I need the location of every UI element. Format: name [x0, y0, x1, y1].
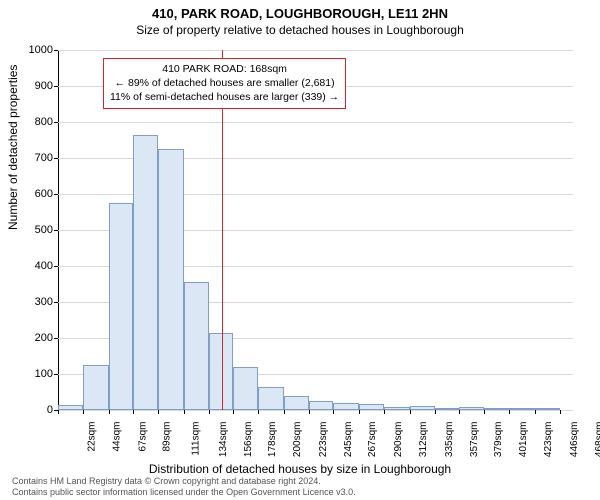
xtick-label: 89sqm [162, 422, 173, 452]
xtick-label: 67sqm [137, 422, 148, 452]
xtick-label: 267sqm [368, 422, 379, 458]
xtick-label: 134sqm [218, 422, 229, 458]
histogram-bar [109, 203, 134, 410]
gridline [58, 50, 573, 51]
histogram-plot: 0100200300400500600700800900100022sqm44s… [58, 50, 573, 410]
xtick-label: 223sqm [318, 422, 329, 458]
ytick-label: 500 [13, 224, 53, 236]
ytick-label: 400 [13, 260, 53, 272]
xtick-label: 178sqm [267, 422, 278, 458]
xtick-mark [509, 410, 510, 414]
xtick-label: 290sqm [393, 422, 404, 458]
xtick-mark [184, 410, 185, 414]
xtick-label: 468sqm [594, 422, 600, 458]
xtick-mark [333, 410, 334, 414]
xtick-label: 22sqm [87, 422, 98, 452]
xtick-mark [384, 410, 385, 414]
xtick-mark [410, 410, 411, 414]
histogram-bar [359, 404, 384, 410]
xtick-mark [209, 410, 210, 414]
xtick-mark [258, 410, 259, 414]
histogram-bar [484, 408, 509, 410]
ytick-label: 300 [13, 296, 53, 308]
histogram-bar [83, 365, 109, 410]
xtick-mark [58, 410, 59, 414]
xtick-label: 423sqm [543, 422, 554, 458]
xtick-mark [459, 410, 460, 414]
histogram-bar [435, 408, 460, 410]
ytick-label: 0 [13, 404, 53, 416]
ytick-mark [54, 86, 58, 87]
histogram-bar [384, 407, 410, 410]
histogram-bar [410, 406, 435, 410]
xtick-label: 245sqm [343, 422, 354, 458]
attribution-line2: Contains public sector information licen… [12, 487, 356, 498]
attribution-line1: Contains HM Land Registry data © Crown c… [12, 476, 356, 487]
histogram-bar [509, 408, 535, 410]
xtick-mark [484, 410, 485, 414]
histogram-bar [535, 408, 560, 410]
histogram-bar [158, 149, 184, 410]
xtick-label: 357sqm [469, 422, 480, 458]
ytick-mark [54, 122, 58, 123]
histogram-bar [184, 282, 209, 410]
callout-line: 410 PARK ROAD: 168sqm [110, 62, 339, 76]
xtick-label: 156sqm [243, 422, 254, 458]
x-axis-label: Distribution of detached houses by size … [0, 462, 600, 476]
histogram-bar [209, 333, 234, 410]
gridline [58, 122, 573, 123]
histogram-bar [284, 396, 309, 410]
xtick-label: 44sqm [111, 422, 122, 452]
ytick-mark [54, 302, 58, 303]
ytick-label: 800 [13, 116, 53, 128]
ytick-mark [54, 50, 58, 51]
xtick-label: 111sqm [191, 422, 202, 456]
xtick-label: 446sqm [569, 422, 580, 458]
xtick-mark [309, 410, 310, 414]
xtick-mark [535, 410, 536, 414]
xtick-mark [83, 410, 84, 414]
ytick-label: 700 [13, 152, 53, 164]
histogram-bar [258, 387, 284, 410]
xtick-label: 335sqm [444, 422, 455, 458]
histogram-bar [459, 407, 484, 410]
xtick-mark [560, 410, 561, 414]
ytick-mark [54, 230, 58, 231]
histogram-bar [58, 405, 83, 410]
xtick-mark [233, 410, 234, 414]
xtick-mark [359, 410, 360, 414]
ytick-label: 1000 [13, 44, 53, 56]
histogram-bar [333, 403, 359, 410]
ytick-label: 600 [13, 188, 53, 200]
xtick-label: 312sqm [418, 422, 429, 458]
ytick-mark [54, 158, 58, 159]
ytick-label: 900 [13, 80, 53, 92]
histogram-bar [133, 135, 158, 410]
gridline [58, 410, 573, 411]
histogram-bar [309, 401, 334, 410]
ytick-mark [54, 266, 58, 267]
ytick-mark [54, 194, 58, 195]
xtick-mark [133, 410, 134, 414]
callout-line: 11% of semi-detached houses are larger (… [110, 90, 339, 104]
histogram-bar [233, 367, 258, 410]
callout-box: 410 PARK ROAD: 168sqm← 89% of detached h… [103, 58, 346, 109]
xtick-mark [109, 410, 110, 414]
page-subtitle: Size of property relative to detached ho… [0, 21, 600, 37]
xtick-label: 379sqm [494, 422, 505, 458]
callout-line: ← 89% of detached houses are smaller (2,… [110, 76, 339, 90]
xtick-label: 200sqm [292, 422, 303, 458]
xtick-label: 401sqm [518, 422, 529, 458]
xtick-mark [158, 410, 159, 414]
xtick-mark [284, 410, 285, 414]
xtick-mark [435, 410, 436, 414]
ytick-label: 100 [13, 368, 53, 380]
page-title: 410, PARK ROAD, LOUGHBOROUGH, LE11 2HN [0, 0, 600, 21]
attribution-text: Contains HM Land Registry data © Crown c… [12, 476, 356, 498]
ytick-label: 200 [13, 332, 53, 344]
ytick-mark [54, 374, 58, 375]
ytick-mark [54, 338, 58, 339]
